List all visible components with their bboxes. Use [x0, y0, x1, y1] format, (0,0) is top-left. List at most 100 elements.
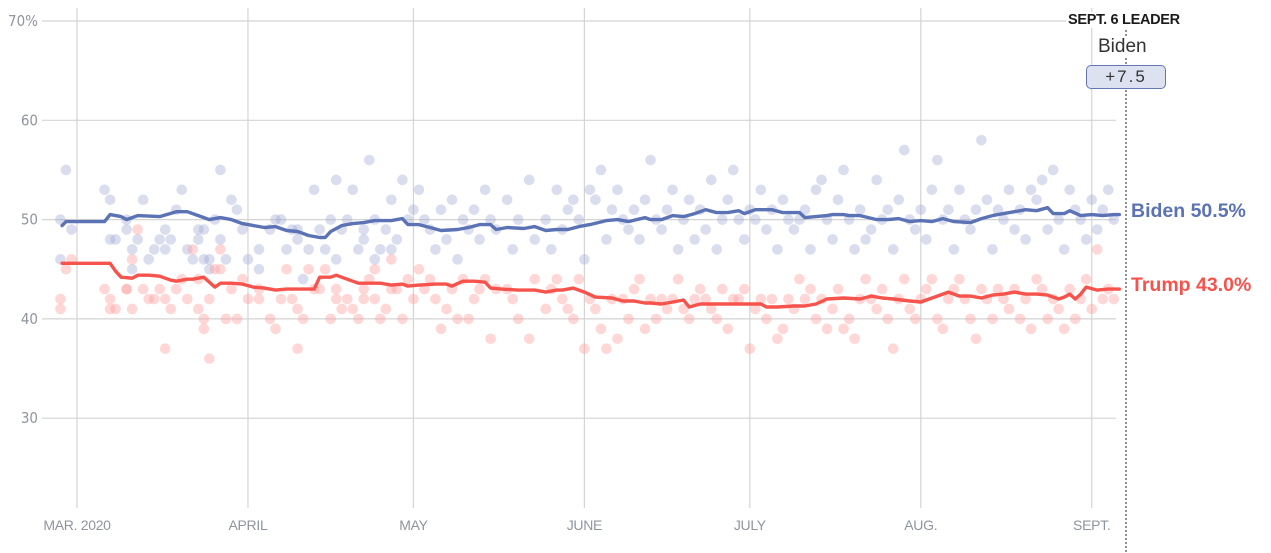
x-tick-label: JULY: [734, 517, 767, 533]
biden-poll-dot: [601, 234, 612, 245]
biden-poll-dot: [634, 234, 645, 245]
trump-poll-dot: [165, 303, 177, 315]
biden-poll-dot: [435, 204, 447, 215]
trump-poll-dot: [750, 303, 761, 315]
biden-poll-dot: [568, 194, 579, 206]
biden-poll-dot: [909, 224, 921, 235]
trump-poll-dot: [281, 263, 292, 275]
trump-poll-dot: [1069, 313, 1081, 325]
trump-poll-dot: [297, 313, 309, 325]
biden-poll-dot: [137, 194, 149, 206]
y-tick-label: 30: [21, 409, 38, 427]
trump-poll-dot: [716, 283, 728, 295]
trump-poll-dot: [1003, 303, 1015, 315]
biden-poll-dot: [419, 214, 430, 225]
biden-poll-dot: [143, 254, 154, 265]
biden-poll-dot: [606, 204, 618, 215]
biden-poll-dot: [551, 184, 563, 196]
trump-poll-dot: [402, 273, 414, 285]
trump-poll-dot: [319, 263, 331, 275]
biden-poll-dot: [921, 234, 932, 245]
trump-poll-dot: [1020, 293, 1031, 305]
trump-poll-dot: [507, 293, 518, 305]
trump-end-label: Trump 43.0%: [1130, 274, 1253, 297]
y-tick-label: 50: [21, 211, 38, 229]
biden-poll-dot: [308, 184, 320, 196]
trump-poll-dot: [700, 293, 712, 305]
trump-poll-dot: [794, 273, 805, 285]
biden-poll-dot: [672, 244, 684, 255]
biden-poll-dot: [733, 214, 745, 225]
trump-poll-dot: [761, 313, 772, 325]
biden-poll-dot: [1053, 214, 1064, 225]
biden-poll-dot: [727, 164, 739, 176]
trump-poll-dot: [397, 313, 408, 325]
biden-poll-dot: [501, 194, 513, 206]
biden-poll-dot: [661, 204, 673, 215]
biden-poll-dot: [352, 244, 364, 255]
trump-poll-dot: [369, 263, 381, 275]
trump-poll-dot: [463, 313, 474, 325]
trump-poll-dot: [799, 293, 811, 305]
trump-poll-dot: [132, 224, 143, 235]
trump-poll-dot: [661, 303, 673, 315]
biden-poll-dot: [220, 254, 232, 265]
biden-poll-dot: [976, 134, 987, 146]
biden-poll-dot: [452, 254, 463, 265]
biden-poll-dot: [1042, 224, 1053, 235]
trump-poll-dot: [1042, 313, 1053, 325]
trump-poll-dot: [1091, 244, 1103, 255]
biden-poll-dot: [363, 154, 375, 166]
biden-poll-dot: [926, 184, 938, 196]
biden-poll-dot: [893, 194, 905, 206]
trump-poll-dot: [358, 283, 370, 295]
biden-poll-dot: [628, 204, 640, 215]
trump-poll-dot: [325, 313, 336, 325]
trump-poll-dot: [628, 283, 640, 295]
biden-poll-dot: [330, 254, 342, 265]
trump-poll-dot: [369, 293, 381, 305]
trump-poll-dot: [159, 343, 171, 354]
trump-poll-dot: [1080, 273, 1092, 285]
trump-poll-dot: [937, 323, 949, 335]
trump-average-line: [60, 261, 1121, 309]
biden-poll-dot: [358, 224, 370, 235]
biden-end-label: Biden 50.5%: [1130, 200, 1247, 223]
biden-poll-dot: [242, 254, 254, 265]
biden-poll-dot: [303, 244, 314, 255]
average-lines: [60, 206, 1121, 309]
trump-poll-dot: [849, 333, 860, 345]
trump-poll-dot: [358, 293, 370, 305]
trump-poll-dot: [441, 303, 452, 315]
biden-poll-dot: [215, 234, 226, 245]
biden-poll-dot: [523, 174, 535, 186]
biden-poll-dot: [595, 164, 607, 176]
biden-poll-dot: [722, 194, 734, 206]
trump-poll-dot: [634, 273, 645, 285]
trump-poll-dot: [1014, 313, 1026, 325]
trump-poll-dot: [60, 263, 72, 275]
trump-poll-dot: [452, 313, 463, 325]
trump-poll-dot: [386, 254, 397, 265]
biden-poll-dot: [297, 273, 309, 285]
trump-poll-dot: [827, 303, 838, 315]
biden-poll-dot: [110, 234, 121, 245]
biden-poll-dot: [579, 254, 590, 265]
biden-poll-dot: [319, 244, 331, 255]
x-tick-label: MAY: [399, 517, 428, 533]
trump-poll-dot: [204, 353, 215, 364]
biden-poll-dot: [573, 214, 585, 225]
biden-poll-dot: [783, 214, 794, 225]
biden-poll-dot: [700, 224, 712, 235]
biden-poll-dot: [380, 224, 392, 235]
trump-poll-dot: [882, 313, 894, 325]
biden-poll-dot: [99, 184, 110, 196]
biden-poll-dot: [932, 154, 943, 166]
trump-poll-dot: [926, 273, 938, 285]
trump-poll-dot: [424, 273, 436, 285]
biden-poll-dot: [1097, 204, 1109, 215]
trump-poll-dot: [347, 303, 359, 315]
trump-poll-dot: [110, 303, 121, 315]
y-tick-label: 60: [21, 111, 38, 129]
